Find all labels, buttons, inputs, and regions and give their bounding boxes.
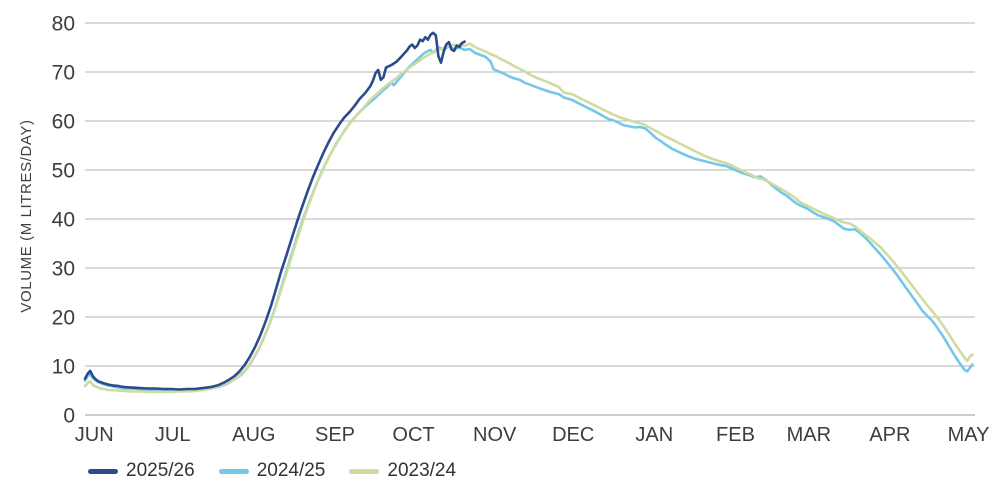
y-tick-label-20: 20 bbox=[52, 307, 75, 330]
x-tick-label-apr: APR bbox=[869, 424, 910, 446]
x-tick-label-feb: FEB bbox=[716, 424, 755, 446]
y-tick-label-0: 0 bbox=[63, 405, 75, 428]
legend-label-2024-25: 2024/25 bbox=[256, 460, 326, 481]
y-tick-label-70: 70 bbox=[52, 62, 75, 85]
x-tick-label-jun: JUN bbox=[75, 424, 114, 446]
x-tick-label-mar: MAR bbox=[787, 424, 831, 446]
legend-swatch-2023-24 bbox=[349, 468, 380, 474]
x-tick-label-may: MAY bbox=[948, 424, 990, 446]
x-tick-label-oct: OCT bbox=[392, 424, 434, 446]
x-tick-label-nov: NOV bbox=[473, 424, 517, 446]
legend-label-2023-24: 2023/24 bbox=[387, 460, 457, 481]
legend: 2025/26 2024/25 2023/24 bbox=[88, 460, 456, 482]
y-tick-label-40: 40 bbox=[52, 209, 75, 232]
x-tick-label-aug: AUG bbox=[232, 424, 275, 446]
x-tick-label-jan: JAN bbox=[635, 424, 673, 446]
x-tick-label-dec: DEC bbox=[552, 424, 594, 446]
series-line-2025-26 bbox=[83, 31, 466, 391]
legend-item-2025-26: 2025/26 bbox=[88, 460, 195, 482]
x-tick-label-sep: SEP bbox=[315, 424, 355, 446]
y-tick-label-30: 30 bbox=[52, 258, 75, 281]
legend-item-2024-25: 2024/25 bbox=[218, 460, 326, 482]
legend-swatch-2025-26 bbox=[88, 468, 118, 474]
y-tick-label-80: 80 bbox=[52, 13, 75, 36]
y-tick-label-50: 50 bbox=[52, 160, 75, 183]
series-line-2023-24 bbox=[83, 42, 974, 394]
legend-label-2025-26: 2025/26 bbox=[126, 460, 195, 481]
x-tick-label-jul: JUL bbox=[155, 424, 191, 446]
legend-swatch-2024-25 bbox=[218, 468, 249, 474]
legend-item-2023-24: 2023/24 bbox=[349, 460, 456, 482]
y-tick-label-60: 60 bbox=[52, 111, 75, 134]
y-tick-label-10: 10 bbox=[52, 356, 75, 379]
